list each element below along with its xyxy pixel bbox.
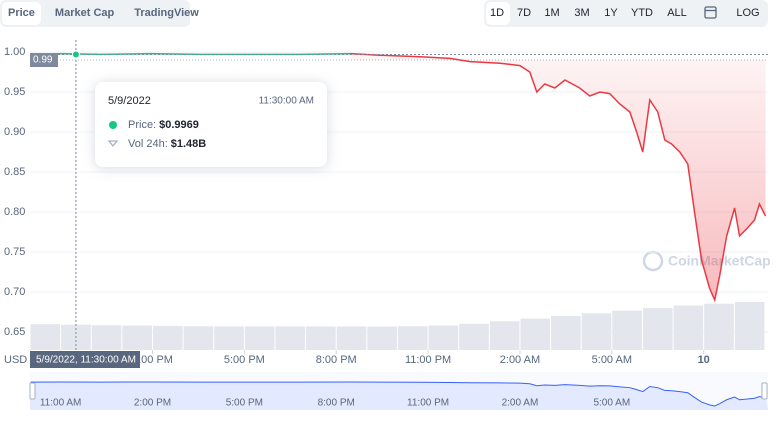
x-tick-label: 5:00 PM	[224, 354, 265, 366]
navigator-tick-label: 5:00 PM	[226, 398, 263, 409]
volume-bar	[183, 326, 214, 350]
tab[interactable]: TradingView	[134, 7, 199, 19]
navigator-tick-label: 11:00 PM	[407, 398, 449, 409]
range-button[interactable]: ALL	[667, 7, 687, 19]
range-button[interactable]: 1Y	[604, 7, 618, 19]
x-tick-label: 10	[698, 354, 710, 366]
navigator-tick-label: 2:00 PM	[134, 398, 171, 409]
x-tick-label: 8:00 PM	[316, 354, 357, 366]
tooltip-date: 5/9/2022	[108, 95, 151, 107]
watermark-logo	[642, 250, 664, 272]
range-button[interactable]: 1M	[544, 7, 559, 19]
currency-label: USD	[4, 354, 27, 366]
volume-bar	[30, 324, 61, 350]
volume-bar	[612, 310, 642, 350]
tab-selected	[2, 2, 41, 25]
volume-bar	[704, 303, 734, 350]
tab-group	[0, 0, 190, 27]
volume-bar	[244, 326, 275, 350]
crosshair-badge	[30, 351, 140, 368]
tooltip-volume: $1.48B	[171, 138, 207, 150]
range-selected	[486, 2, 510, 25]
navigator-line	[30, 381, 766, 407]
calendar-icon	[704, 6, 717, 19]
navigator-tick-label: 11:00 AM	[40, 398, 82, 409]
navigator-tick-label: 2:00 AM	[502, 398, 539, 409]
volume-bar	[489, 321, 520, 350]
volume-bar	[673, 305, 704, 350]
tab[interactable]: Market Cap	[55, 7, 115, 19]
price-area	[350, 53, 766, 300]
volume-bar	[367, 326, 397, 350]
crosshair-dot	[71, 50, 80, 59]
tooltip-volume-label: Vol 24h:	[128, 138, 168, 150]
reference-label: 0.99	[33, 55, 53, 66]
y-tick-label: 0.70	[4, 286, 25, 298]
range-button[interactable]: YTD	[631, 7, 653, 19]
y-tick-label: 0.65	[4, 326, 25, 338]
tooltip-time: 11:30:00 AM	[259, 96, 314, 107]
price-line	[30, 52, 767, 303]
tooltip-price: $0.9969	[159, 119, 199, 131]
x-tick-label: 2:00 PM	[132, 354, 173, 366]
navigator-handle[interactable]	[761, 382, 768, 400]
tooltip-volume-icon	[107, 140, 119, 148]
volume-bar	[520, 318, 551, 350]
navigator-handle[interactable]	[29, 382, 36, 400]
volume-bar	[306, 326, 336, 350]
volume-bar	[428, 325, 459, 350]
crosshair-badge-label: 5/9/2022, 11:30:00 AM	[36, 355, 136, 366]
x-tick-label: 5:00 AM	[592, 354, 632, 366]
volume-bar	[581, 313, 612, 350]
y-tick-label: 1.00	[4, 46, 25, 58]
volume-bar	[397, 326, 428, 350]
volume-bar	[642, 308, 673, 350]
log-button[interactable]: LOG	[736, 7, 759, 19]
volume-bar	[275, 326, 306, 350]
volume-bar	[551, 315, 581, 350]
navigator-area	[30, 382, 768, 410]
range-group	[484, 0, 768, 27]
tooltip-price-dot	[109, 121, 117, 129]
volume-bar	[122, 325, 152, 350]
calendar-button[interactable]	[704, 6, 717, 19]
volume-bar	[336, 326, 367, 350]
tooltip-price-label: Price:	[128, 119, 156, 131]
y-tick-label: 0.75	[4, 246, 25, 258]
x-tick-label: 2:00 AM	[500, 354, 540, 366]
volume-bar	[91, 325, 122, 350]
volume-bar	[734, 302, 765, 350]
x-tick-label: 11:00 PM	[405, 354, 451, 366]
range-button[interactable]: 1D	[490, 7, 504, 19]
volume-bar	[152, 325, 183, 350]
y-tick-label: 0.95	[4, 86, 25, 98]
tab[interactable]: Price	[8, 7, 35, 19]
range-button[interactable]: 3M	[574, 7, 589, 19]
tooltip-box	[95, 82, 327, 167]
range-button[interactable]: 7D	[517, 7, 531, 19]
volume-bar	[214, 326, 244, 350]
navigator-tick-label: 8:00 PM	[318, 398, 355, 409]
y-tick-label: 0.90	[4, 126, 25, 138]
volume-bar	[459, 323, 489, 350]
navigator-tick-label: 5:00 AM	[593, 398, 630, 409]
y-tick-label: 0.80	[4, 206, 25, 218]
reference-badge	[30, 53, 58, 67]
y-tick-label: 0.85	[4, 166, 25, 178]
